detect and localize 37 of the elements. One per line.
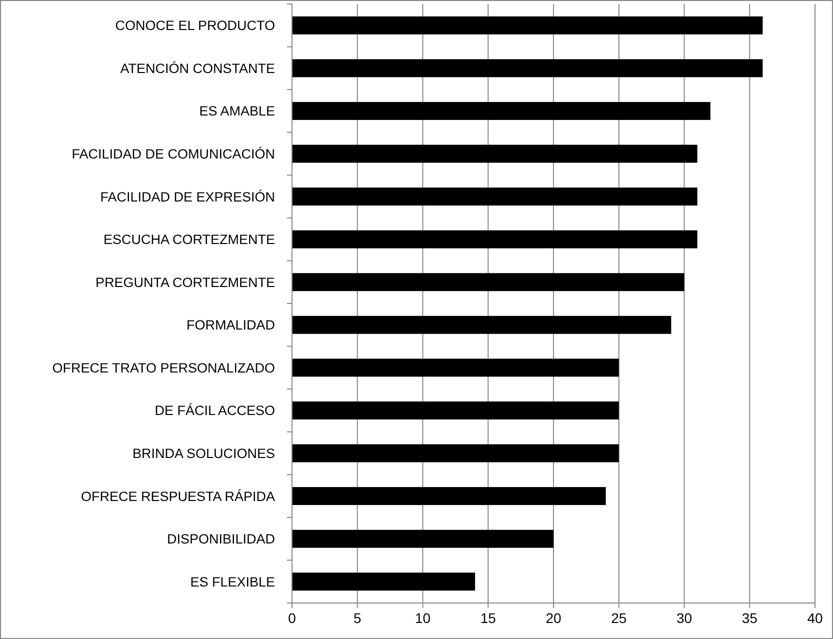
bar [292,144,698,163]
y-tick-label: DE FÁCIL ACCESO [154,403,275,418]
x-tick-label: 10 [414,610,431,626]
y-tick-label: BRINDA SOLUCIONES [132,446,275,461]
x-tick-label: 25 [611,610,627,626]
bar [292,530,554,548]
x-tick-label: 35 [742,610,758,626]
x-tick-label: 15 [480,610,496,626]
bar [292,102,710,120]
bar [292,358,619,377]
bar [292,188,698,206]
y-tick-label: ES FLEXIBLE [190,574,275,590]
y-tick-label: ATENCIÓN CONSTANTE [120,60,275,76]
x-tick-label: 20 [546,610,562,626]
bar [292,316,672,334]
y-tick-label: OFRECE TRATO PERSONALIZADO [52,360,275,376]
y-tick-label: FACILIDAD DE COMUNICACIÓN [72,146,275,162]
bar [292,273,684,292]
y-tick-label: FORMALIDAD [186,318,276,333]
y-tick-label: PREGUNTA CORTEZMENTE [95,274,275,290]
bar [292,59,763,78]
x-tick-label: 30 [676,610,692,626]
bar [292,401,619,420]
bar [292,572,476,591]
y-tick-label: CONOCE EL PRODUCTO [115,18,275,34]
x-tick-label: 40 [807,610,823,626]
bar [292,230,698,248]
y-tick-label: ES AMABLE [199,104,275,119]
y-tick-label: ESCUCHA CORTEZMENTE [103,232,275,248]
bar [292,16,763,34]
y-tick-label: OFRECE RESPUESTA RÁPIDA [80,488,275,504]
bar [292,444,619,462]
bar [292,487,606,506]
x-tick-label: 0 [288,610,296,626]
x-tick-label: 5 [353,610,362,626]
y-tick-label: DISPONIBILIDAD [166,532,276,547]
y-tick-label: FACILIDAD DE EXPRESIÓN [100,189,275,204]
